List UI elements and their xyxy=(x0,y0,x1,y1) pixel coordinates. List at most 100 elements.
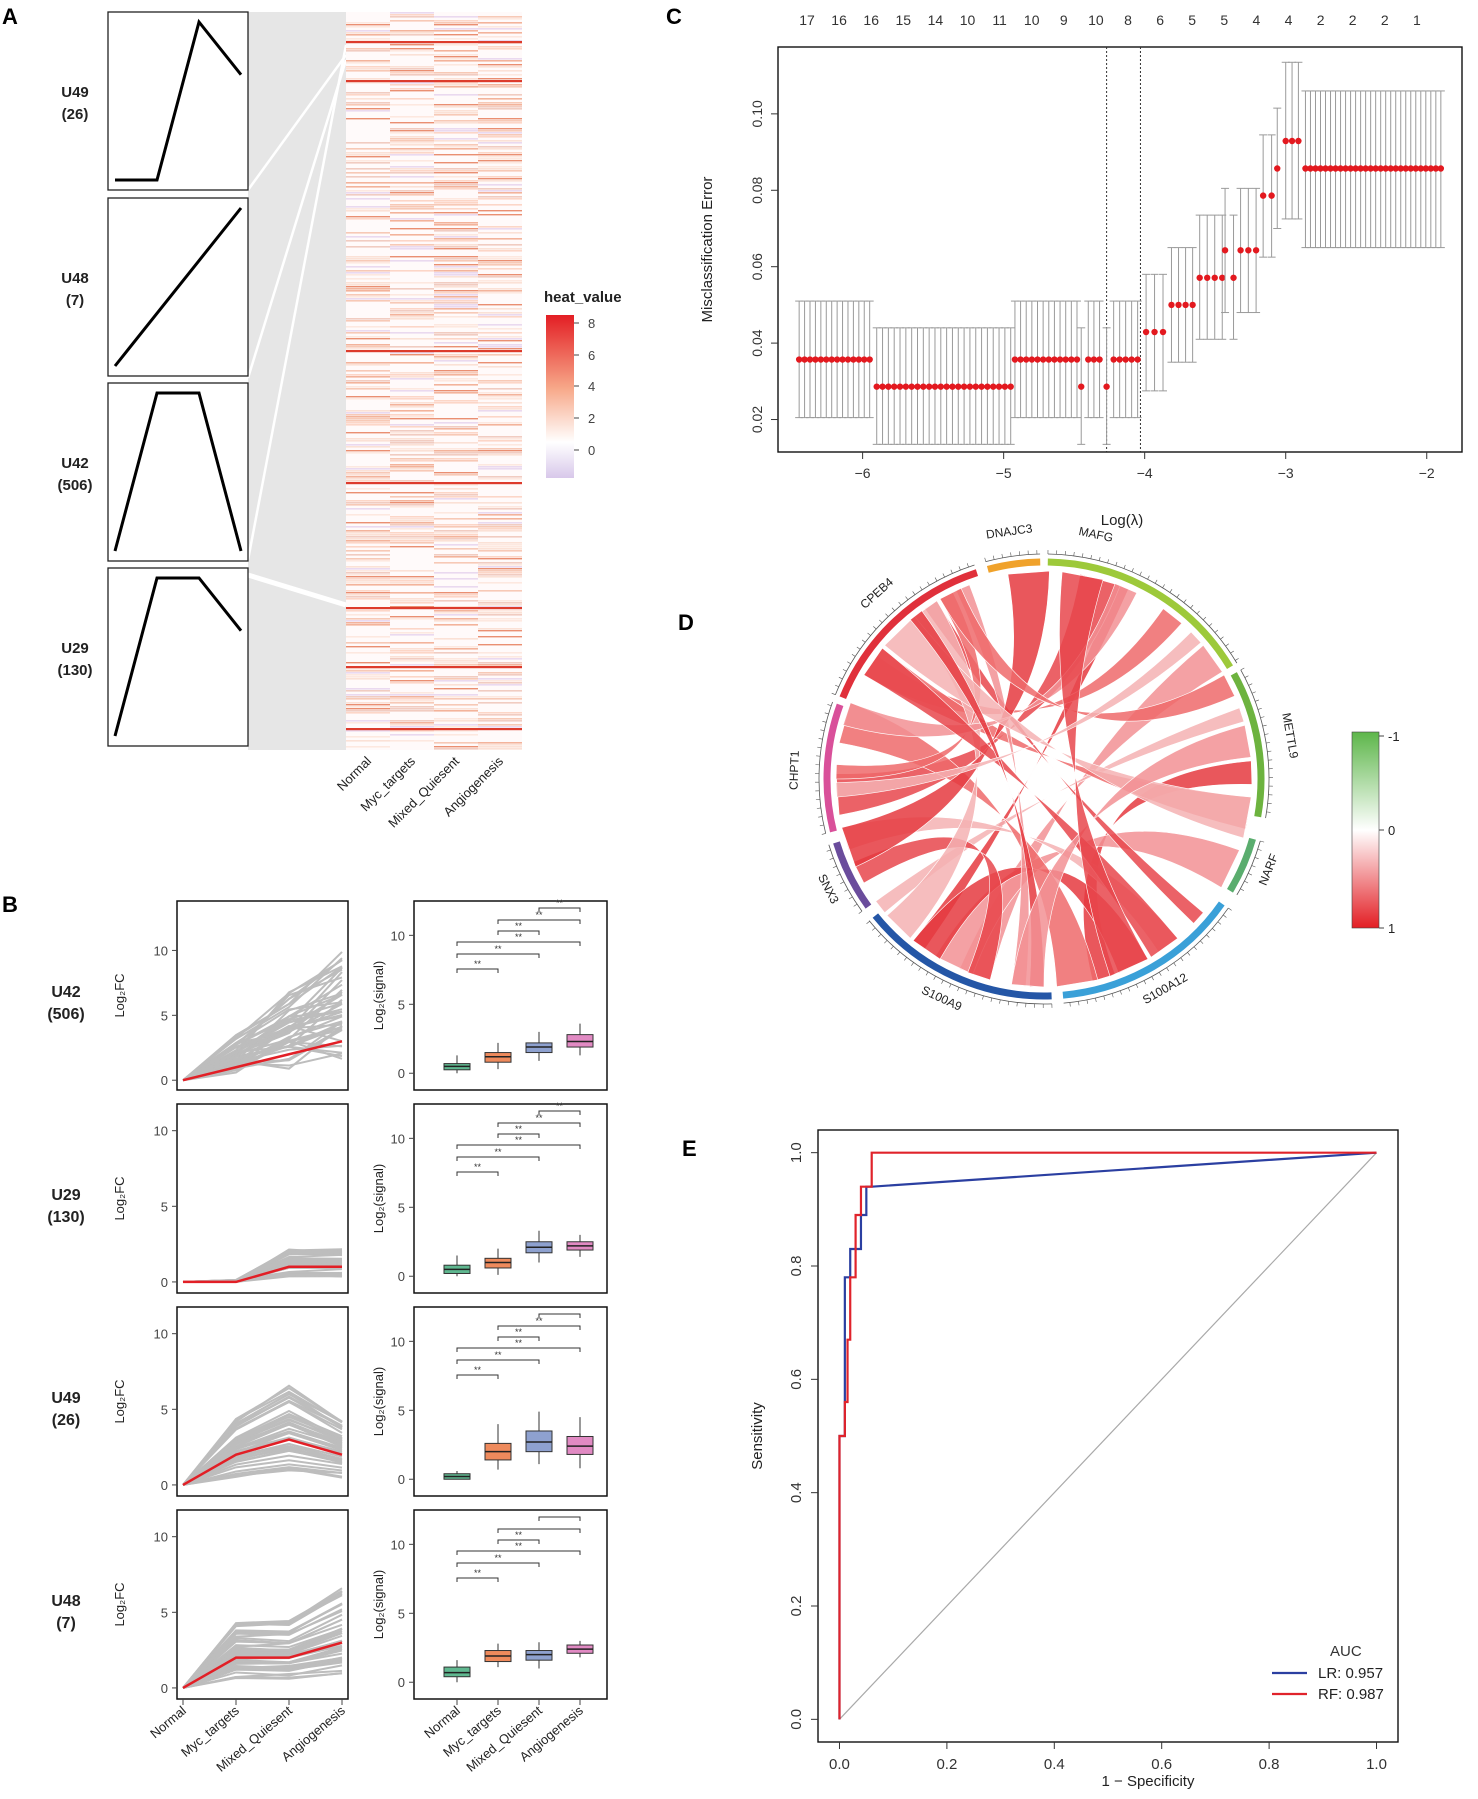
heatmap-cell xyxy=(346,710,390,712)
legend-tick-label: -1 xyxy=(1388,729,1400,744)
sector-tick xyxy=(912,591,916,595)
heatmap-cell xyxy=(346,596,390,598)
heatmap-cell xyxy=(434,172,478,174)
sector-tick xyxy=(819,824,824,827)
sector-tick xyxy=(925,971,929,976)
heatmap-cell xyxy=(434,286,478,288)
heatmap-cell xyxy=(390,12,434,14)
sector-tick xyxy=(866,920,870,924)
heatmap-cell xyxy=(434,130,478,132)
heatmap-cell xyxy=(434,460,478,462)
heatmap-cell xyxy=(434,290,478,292)
heatmap-cell xyxy=(478,684,522,686)
heatmap-cell xyxy=(434,168,478,170)
heatmap-cell xyxy=(478,232,522,234)
y-tick-label: 0.2 xyxy=(788,1596,805,1617)
heatmap-cell xyxy=(346,160,390,162)
error-point xyxy=(937,383,944,390)
error-point xyxy=(1362,165,1369,172)
heatmap-cell xyxy=(478,28,522,30)
y-tick-label: 0.10 xyxy=(749,100,765,127)
heatmap-cell xyxy=(478,680,522,682)
heatmap-cell xyxy=(346,186,390,188)
heatmap-cell xyxy=(478,424,522,426)
heatmap-cell xyxy=(390,648,434,650)
heatmap-cell xyxy=(346,580,390,582)
heatmap-cell xyxy=(478,98,522,100)
heatmap-cell xyxy=(434,526,478,528)
y-tick-label: 10 xyxy=(154,1530,168,1545)
heatmap-cell xyxy=(434,198,478,200)
heatmap-cell xyxy=(434,676,478,678)
error-point xyxy=(1096,356,1103,363)
heatmap-cell xyxy=(478,454,522,456)
gene-profile-line xyxy=(182,1418,343,1486)
gene-profile-line xyxy=(182,1632,343,1689)
significance-bracket xyxy=(456,1359,540,1364)
heatmap-cell xyxy=(390,618,434,620)
heatmap-cell xyxy=(478,268,522,270)
sector-tick xyxy=(872,927,876,931)
heatmap-cell xyxy=(478,696,522,698)
heatmap-cell xyxy=(478,698,522,700)
significance-bracket xyxy=(456,1550,581,1555)
sector-tick xyxy=(824,712,829,715)
legend-title: heat_value xyxy=(544,289,622,306)
cluster-count: (26) xyxy=(62,106,89,123)
sector-tick xyxy=(927,581,930,586)
heatmap-cell xyxy=(346,78,390,80)
heatmap-cell xyxy=(346,670,390,672)
heatmap-cell xyxy=(390,298,434,300)
heatmap-cell xyxy=(434,532,478,534)
heatmap-cell xyxy=(346,514,390,516)
heatmap-cell xyxy=(434,472,478,474)
heatmap-cell xyxy=(478,274,522,276)
heatmap-cell xyxy=(390,318,434,320)
heatmap-cell xyxy=(478,26,522,28)
heatmap-cell xyxy=(434,228,478,230)
heatmap-cell xyxy=(434,304,478,306)
gene-sector xyxy=(986,558,1041,573)
heatmap-cell xyxy=(346,68,390,70)
heatmap-cell xyxy=(390,692,434,694)
heatmap-cell xyxy=(434,332,478,334)
heatmap-cell xyxy=(478,548,522,550)
error-point xyxy=(920,383,927,390)
heatmap-cell xyxy=(434,418,478,420)
heatmap-cell xyxy=(390,388,434,390)
sector-tick xyxy=(1111,993,1114,998)
heatmap-cell xyxy=(478,522,522,524)
error-point xyxy=(1011,356,1019,363)
heatmap-cell xyxy=(478,70,522,72)
heatmap-cell xyxy=(478,348,522,350)
heatmap-cell xyxy=(390,314,434,316)
heatmap-cell xyxy=(390,418,434,420)
sector-tick xyxy=(1225,643,1229,647)
sector-tick xyxy=(1187,952,1191,956)
heatmap-cell xyxy=(390,466,434,468)
heatmap-cell xyxy=(390,316,434,318)
panel-letter-d: D xyxy=(678,610,694,635)
cluster-count: (506) xyxy=(57,477,92,494)
heatmap-cell xyxy=(390,598,434,600)
heatmap-cell xyxy=(346,346,390,348)
heatmap-cell xyxy=(478,214,522,216)
heatmap-cell xyxy=(434,658,478,660)
gene-profile-line xyxy=(182,1454,343,1486)
heatmap-cell xyxy=(478,250,522,252)
significance-bracket xyxy=(497,1336,540,1341)
legend-label: LR: 0.957 xyxy=(1318,1665,1383,1682)
significance-bracket xyxy=(497,1539,540,1544)
heatmap-cell xyxy=(478,590,522,592)
heatmap-cell xyxy=(346,610,390,612)
heatmap-cell xyxy=(478,612,522,614)
heatmap-cell xyxy=(478,614,522,616)
heatmap-cell xyxy=(434,384,478,386)
sector-tick xyxy=(1202,616,1207,621)
heatmap-cell xyxy=(478,644,522,646)
heatmap-cell xyxy=(434,354,478,356)
heatmap-cell xyxy=(346,278,390,280)
heatmap-cell xyxy=(434,222,478,224)
cluster-count: (26) xyxy=(52,1412,80,1429)
x-tick-label: −2 xyxy=(1419,465,1435,481)
